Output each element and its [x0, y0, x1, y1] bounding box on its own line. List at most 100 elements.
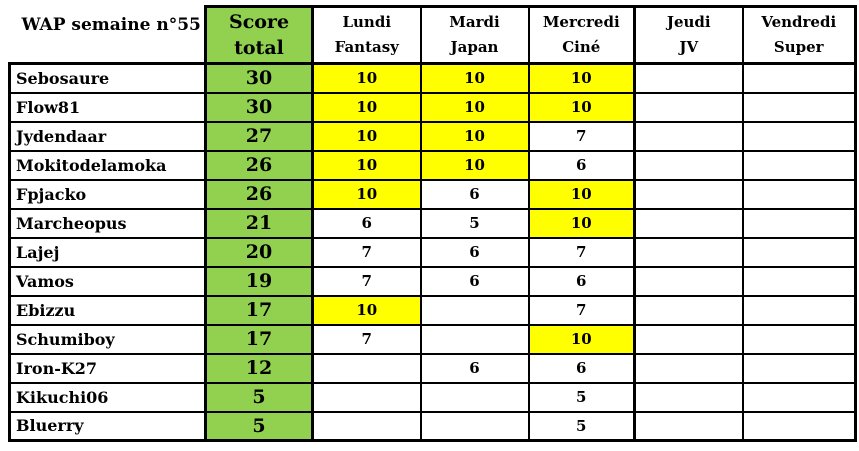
day-score-cell-mercredi[interactable]: 5 [527, 381, 636, 413]
day-theme-label: Ciné [562, 38, 601, 56]
player-name-cell[interactable]: Iron-K27 [8, 352, 207, 384]
day-score-cell-lundi[interactable]: 10 [311, 91, 422, 123]
day-score-cell-lundi[interactable]: 10 [311, 62, 422, 94]
player-name-cell[interactable]: Bluerry [8, 410, 207, 442]
day-score-cell-mercredi[interactable]: 7 [527, 294, 636, 326]
day-score-cell-mardi[interactable]: 10 [419, 62, 530, 94]
day-score-cell-lundi[interactable]: 10 [311, 120, 422, 152]
total-score-cell[interactable]: 30 [204, 91, 314, 123]
day-score-cell-mardi[interactable] [419, 323, 530, 355]
day-score-cell-vendredi[interactable] [741, 178, 857, 210]
day-score-cell-vendredi[interactable] [741, 236, 857, 268]
day-score-cell-vendredi[interactable] [741, 381, 857, 413]
day-score-cell-jeudi[interactable] [633, 120, 744, 152]
day-score-cell-jeudi[interactable] [633, 149, 744, 181]
day-score-cell-vendredi[interactable] [741, 120, 857, 152]
player-name-cell[interactable]: Ebizzu [8, 294, 207, 326]
day-score-cell-mardi[interactable] [419, 410, 530, 442]
total-score-cell[interactable]: 26 [204, 178, 314, 210]
total-score-cell[interactable]: 20 [204, 236, 314, 268]
day-score-cell-mardi[interactable]: 6 [419, 352, 530, 384]
day-score-cell-mardi[interactable]: 10 [419, 91, 530, 123]
day-score-cell-vendredi[interactable] [741, 62, 857, 94]
total-score-cell[interactable]: 30 [204, 62, 314, 94]
day-score-cell-vendredi[interactable] [741, 265, 857, 297]
total-score-cell[interactable]: 12 [204, 352, 314, 384]
day-score-cell-jeudi[interactable] [633, 265, 744, 297]
day-score-cell-jeudi[interactable] [633, 62, 744, 94]
day-score-cell-vendredi[interactable] [741, 410, 857, 442]
day-score-cell-vendredi[interactable] [741, 207, 857, 239]
day-name-label: Mardi [449, 13, 500, 31]
day-score-cell-vendredi[interactable] [741, 149, 857, 181]
day-score-cell-mardi[interactable]: 6 [419, 265, 530, 297]
day-score-cell-mardi[interactable]: 10 [419, 120, 530, 152]
day-score-cell-mercredi[interactable]: 10 [527, 91, 636, 123]
day-score-cell-mardi[interactable]: 6 [419, 178, 530, 210]
total-score-cell[interactable]: 21 [204, 207, 314, 239]
day-score-cell-jeudi[interactable] [633, 294, 744, 326]
player-name-cell[interactable]: Mokitodelamoka [8, 149, 207, 181]
day-score-cell-mercredi[interactable]: 6 [527, 265, 636, 297]
day-score-cell-lundi[interactable]: 6 [311, 207, 422, 239]
day-score-cell-jeudi[interactable] [633, 410, 744, 442]
day-score-cell-mardi[interactable]: 6 [419, 236, 530, 268]
table-row: Sebosaure 30 10 10 10 [8, 62, 857, 94]
day-score-cell-jeudi[interactable] [633, 236, 744, 268]
day-score-cell-jeudi[interactable] [633, 323, 744, 355]
day-score-cell-mardi[interactable]: 10 [419, 149, 530, 181]
player-name-cell[interactable]: Sebosaure [8, 62, 207, 94]
player-name-cell[interactable]: Flow81 [8, 91, 207, 123]
day-score-cell-lundi[interactable] [311, 410, 422, 442]
day-score-cell-mercredi[interactable]: 10 [527, 178, 636, 210]
day-score-cell-jeudi[interactable] [633, 178, 744, 210]
total-score-cell[interactable]: 5 [204, 381, 314, 413]
day-score-cell-mardi[interactable]: 5 [419, 207, 530, 239]
day-score-cell-lundi[interactable]: 10 [311, 178, 422, 210]
day-score-cell-mercredi[interactable]: 7 [527, 236, 636, 268]
player-name-cell[interactable]: Marcheopus [8, 207, 207, 239]
player-name-cell[interactable]: Fpjacko [8, 178, 207, 210]
player-name-cell[interactable]: Vamos [8, 265, 207, 297]
day-score-cell-lundi[interactable] [311, 352, 422, 384]
total-score-cell[interactable]: 19 [204, 265, 314, 297]
day-score-cell-mercredi[interactable]: 6 [527, 352, 636, 384]
day-name-label: Vendredi [761, 13, 837, 31]
day-score-cell-mardi[interactable] [419, 381, 530, 413]
day-score-cell-mercredi[interactable]: 10 [527, 323, 636, 355]
table-row: Vamos 19 7 6 6 [8, 265, 857, 297]
player-name-cell[interactable]: Jydendaar [8, 120, 207, 152]
day-score-cell-lundi[interactable] [311, 381, 422, 413]
day-score-cell-lundi[interactable]: 10 [311, 149, 422, 181]
day-score-cell-lundi[interactable]: 7 [311, 323, 422, 355]
day-name-label: Jeudi [666, 13, 711, 31]
day-score-cell-vendredi[interactable] [741, 294, 857, 326]
day-score-cell-mercredi[interactable]: 6 [527, 149, 636, 181]
total-score-cell[interactable]: 17 [204, 294, 314, 326]
day-score-cell-lundi[interactable]: 7 [311, 265, 422, 297]
total-score-cell[interactable]: 17 [204, 323, 314, 355]
column-header-mardi: Mardi Japan [419, 5, 530, 65]
player-name-cell[interactable]: Kikuchi06 [8, 381, 207, 413]
day-score-cell-mercredi[interactable]: 10 [527, 62, 636, 94]
day-score-cell-mercredi[interactable]: 10 [527, 207, 636, 239]
day-score-cell-mercredi[interactable]: 5 [527, 410, 636, 442]
day-score-cell-jeudi[interactable] [633, 352, 744, 384]
day-score-cell-vendredi[interactable] [741, 323, 857, 355]
day-score-cell-jeudi[interactable] [633, 207, 744, 239]
day-score-cell-vendredi[interactable] [741, 91, 857, 123]
day-score-cell-mardi[interactable] [419, 294, 530, 326]
total-score-cell[interactable]: 26 [204, 149, 314, 181]
player-name-cell[interactable]: Lajej [8, 236, 207, 268]
day-score-cell-mercredi[interactable]: 7 [527, 120, 636, 152]
total-score-cell[interactable]: 27 [204, 120, 314, 152]
score-table-body: Sebosaure 30 10 10 10 Flow81 30 10 10 10… [8, 62, 857, 442]
table-row: Flow81 30 10 10 10 [8, 91, 857, 123]
day-score-cell-jeudi[interactable] [633, 91, 744, 123]
day-score-cell-lundi[interactable]: 10 [311, 294, 422, 326]
day-score-cell-jeudi[interactable] [633, 381, 744, 413]
day-score-cell-lundi[interactable]: 7 [311, 236, 422, 268]
day-score-cell-vendredi[interactable] [741, 352, 857, 384]
player-name-cell[interactable]: Schumiboy [8, 323, 207, 355]
total-score-cell[interactable]: 5 [204, 410, 314, 442]
